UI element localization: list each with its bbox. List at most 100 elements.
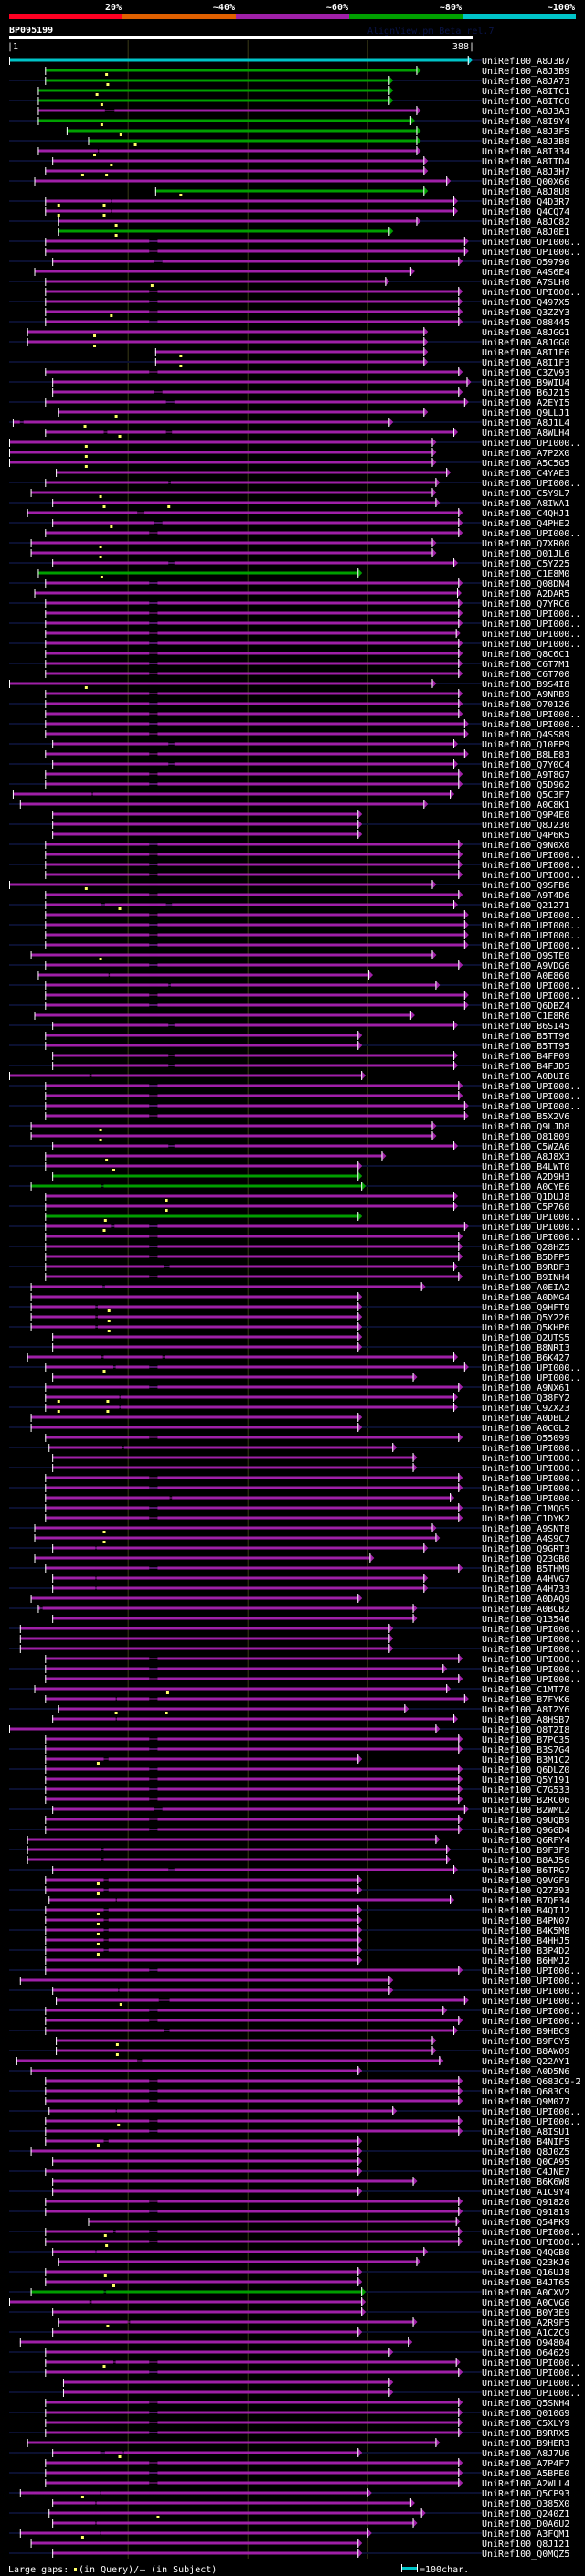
hit-row[interactable]: UniRef100_UPI000.. [19,1634,581,1645]
hit-label[interactable]: UniRef100_Q0MQZ5 [482,2549,569,2560]
hit-row[interactable]: UniRef100_A2R9F5 [58,2317,570,2328]
hit-label[interactable]: UniRef100_Q5C3F7 [482,790,569,800]
hit-row[interactable]: UniRef100_B6TRG7 [9,1865,569,1876]
hit-row[interactable]: UniRef100_UPI000.. [45,910,580,921]
hit-row[interactable]: UniRef100_C1MQG5 [9,1503,569,1514]
hit-label[interactable]: UniRef100_UPI000.. [482,2017,580,2027]
hit-row[interactable]: UniRef100_B9WIU4 [9,377,569,388]
hit-row[interactable]: UniRef100_Q9GRT3 [9,1543,569,1554]
hit-row[interactable]: UniRef100_A9NX61 [9,1383,569,1394]
hit-label[interactable]: UniRef100_UPI000.. [482,851,580,861]
hit-row[interactable]: UniRef100_O55099 [45,1433,569,1444]
hit-row[interactable]: UniRef100_UPI000.. [45,528,580,539]
hit-row[interactable]: UniRef100_A0BCB2 [9,1604,569,1615]
hit-label[interactable]: UniRef100_UPI000.. [482,1373,580,1383]
hit-label[interactable]: UniRef100_A8J0E1 [482,228,569,238]
hit-row[interactable]: UniRef100_Q00X66 [9,176,569,187]
hit-label[interactable]: UniRef100_Q497X5 [482,298,569,308]
hit-label[interactable]: UniRef100_Q0CA95 [482,2157,569,2168]
hit-label[interactable]: UniRef100_Q38FY2 [482,1394,569,1404]
hit-label[interactable]: UniRef100_A9T4D6 [482,891,569,901]
hit-label[interactable]: UniRef100_Q9P4E0 [482,811,569,821]
hit-row[interactable]: UniRef100_B9RDF3 [9,1262,569,1273]
hit-row[interactable]: UniRef100_Q54PK9 [88,2217,569,2228]
hit-row[interactable]: UniRef100_Q8T2I8 [9,1724,569,1735]
hit-row[interactable]: UniRef100_UPI000.. [52,1453,580,1464]
hit-label[interactable]: UniRef100_C1E8M0 [482,569,569,579]
hit-row[interactable]: UniRef100_O70126 [9,699,569,710]
hit-row[interactable]: UniRef100_A8ISU1 [9,2126,569,2137]
hit-row[interactable]: UniRef100_B7PC35 [45,1734,569,1745]
hit-row[interactable]: UniRef100_UPI000.. [9,2388,580,2399]
hit-label[interactable]: UniRef100_Q00X66 [482,177,569,187]
hit-label[interactable]: UniRef100_B3M1C2 [482,1755,569,1765]
hit-row[interactable]: UniRef100_UPI000.. [9,920,580,931]
hit-row[interactable]: UniRef100_Q6RFY4 [27,1835,570,1846]
hit-label[interactable]: UniRef100_A8HSB7 [482,1715,569,1725]
hit-row[interactable]: UniRef100_Q4D3R7 [9,196,569,207]
hit-row[interactable]: UniRef100_A4S6E4 [34,267,570,278]
hit-label[interactable]: UniRef100_A4HVG7 [482,1574,569,1585]
hit-row[interactable]: UniRef100_Q5D962 [9,779,569,790]
hit-row[interactable]: UniRef100_UPI000.. [9,1644,580,1655]
hit-row[interactable]: UniRef100_Q8J121 [30,2539,570,2549]
hit-label[interactable]: UniRef100_UPI000.. [482,1675,580,1685]
hit-row[interactable]: UniRef100_A8JGG1 [27,327,570,338]
hit-label[interactable]: UniRef100_B5THM9 [482,1564,569,1574]
hit-row[interactable]: UniRef100_Q5KHP6 [9,1322,569,1333]
hit-label[interactable]: UniRef100_Q4CQ74 [482,207,569,217]
hit-row[interactable]: UniRef100_B0Y3E9 [9,2307,569,2318]
hit-row[interactable]: UniRef100_B3P4D2 [9,1945,569,1956]
hit-label[interactable]: UniRef100_UPI000.. [482,1082,580,1092]
hit-row[interactable]: UniRef100_UPI000.. [45,1212,580,1223]
hit-label[interactable]: UniRef100_UPI000.. [482,1665,580,1675]
hit-row[interactable]: UniRef100_A8J3H7 [45,166,569,177]
hit-label[interactable]: UniRef100_A8J3B7 [482,57,569,67]
hit-label[interactable]: UniRef100_A4S6E4 [482,268,569,278]
hit-label[interactable]: UniRef100_UPI000.. [482,1494,580,1504]
hit-label[interactable]: UniRef100_B4PN07 [482,1916,569,1926]
hit-label[interactable]: UniRef100_UPI000.. [482,921,580,931]
hit-label[interactable]: UniRef100_B9HBC9 [482,2027,569,2037]
hit-label[interactable]: UniRef100_A8WLH4 [482,429,569,439]
hit-row[interactable]: UniRef100_Q9HFT9 [9,1302,569,1313]
hit-row[interactable]: UniRef100_UPI000.. [19,1976,581,1987]
hit-row[interactable]: UniRef100_Q91819 [9,2207,569,2218]
hit-row[interactable]: UniRef100_UPI000.. [9,1463,580,1474]
hit-row[interactable]: UniRef100_UPI000.. [45,1232,580,1243]
hit-row[interactable]: UniRef100_UPI000.. [45,2116,580,2127]
hit-row[interactable]: UniRef100_B8LE83 [45,749,569,760]
hit-row[interactable]: UniRef100_A8I1F3 [9,357,569,368]
hit-label[interactable]: UniRef100_A8JA73 [482,77,569,87]
hit-row[interactable]: UniRef100_A0CGL2 [9,1423,569,1434]
hit-label[interactable]: UniRef100_UPI000.. [482,2117,580,2127]
hit-row[interactable]: UniRef100_B5THM9 [9,1564,569,1574]
hit-label[interactable]: UniRef100_Q9GRT3 [482,1544,569,1554]
hit-row[interactable]: UniRef100_Q5Y191 [45,1775,569,1786]
hit-label[interactable]: UniRef100_Q5Y226 [482,1313,569,1323]
hit-row[interactable]: UniRef100_O88445 [9,317,569,328]
hit-row[interactable]: UniRef100_UPI000.. [9,1081,580,1092]
hit-label[interactable]: UniRef100_Q5SNH4 [482,2399,569,2409]
hit-row[interactable]: UniRef100_Q0CA95 [52,2157,569,2168]
hit-label[interactable]: UniRef100_Q4SS89 [482,730,569,740]
hit-row[interactable]: UniRef100_A1C9Y4 [9,2187,569,2198]
hit-row[interactable]: UniRef100_Q8C6C1 [45,649,569,660]
hit-label[interactable]: UniRef100_O70126 [482,700,569,710]
hit-label[interactable]: UniRef100_UPI000.. [482,630,580,640]
hit-label[interactable]: UniRef100_Q4D3R7 [482,197,569,207]
hit-row[interactable]: UniRef100_UPI000.. [45,287,580,298]
hit-label[interactable]: UniRef100_UPI000.. [482,2007,580,2017]
hit-label[interactable]: UniRef100_O64629 [482,2348,569,2359]
hit-label[interactable]: UniRef100_Q5D962 [482,780,569,790]
hit-label[interactable]: UniRef100_Q23KJ6 [482,2258,569,2268]
hit-row[interactable]: UniRef100_UPI000.. [9,719,580,730]
hit-row[interactable]: UniRef100_A7P2X0 [9,448,569,459]
hit-row[interactable]: UniRef100_Q5SNH4 [45,2398,569,2409]
hit-label[interactable]: UniRef100_A8J8U8 [482,187,569,197]
hit-label[interactable]: UniRef100_B7QE34 [482,1896,569,1906]
hit-label[interactable]: UniRef100_B6HMJ2 [482,1956,569,1966]
hit-label[interactable]: UniRef100_C4JNE7 [482,2168,569,2178]
hit-label[interactable]: UniRef100_Q91820 [482,2198,569,2208]
hit-label[interactable]: UniRef100_Q9HFT9 [482,1303,569,1313]
